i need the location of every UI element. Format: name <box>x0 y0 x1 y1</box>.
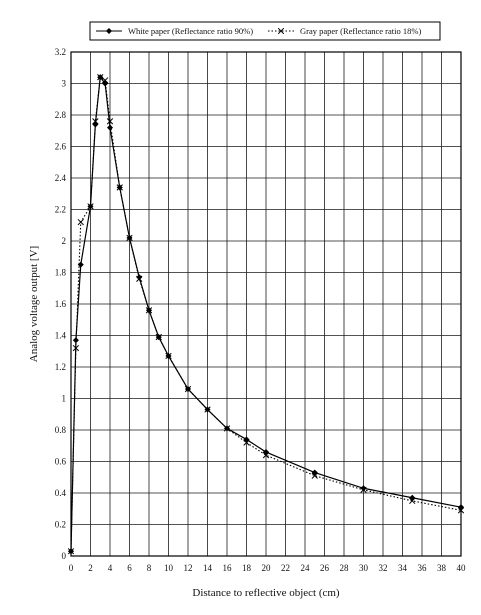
legend-box <box>89 21 441 41</box>
data-point-x <box>97 74 104 81</box>
data-point-x-stroke <box>145 307 153 314</box>
y-tick-label: 2.2 <box>55 205 66 215</box>
data-point-x <box>262 452 270 459</box>
x-tick-label: 28 <box>340 563 350 573</box>
legend-label: White paper (Reflectance ratio 90%) <box>128 26 253 36</box>
data-point-x <box>72 344 80 352</box>
x-tick-label: 26 <box>320 563 330 573</box>
x-tick-label: 36 <box>418 563 428 573</box>
data-point-x <box>87 203 94 210</box>
data-point-x-stroke <box>360 486 367 494</box>
x-tick-label: 6 <box>127 563 132 573</box>
data-point-x-stroke <box>92 118 99 125</box>
data-point-x-stroke <box>106 118 114 125</box>
data-point-x-stroke <box>136 275 143 282</box>
y-tick-label: 0.2 <box>55 520 66 530</box>
x-tick-label: 34 <box>398 563 408 573</box>
data-point-x-stroke <box>77 218 84 226</box>
y-tick-labels: 0 0.2 0.4 0.6 0.8 1 1.2 1.4 1.6 1.8 2 2.2 2.4 2.6 2.8 3… <box>55 47 67 561</box>
y-tick-label: 0.4 <box>55 488 67 498</box>
data-point-x-stroke <box>116 184 123 191</box>
x-tick-label: 18 <box>242 563 252 573</box>
x-tick-label: 14 <box>203 563 213 573</box>
series-2 <box>67 74 465 555</box>
data-point-x-stroke <box>155 333 162 341</box>
data-point-x-stroke <box>165 352 172 360</box>
y-tick-label: 2 <box>62 236 67 246</box>
x-tick-label: 32 <box>379 563 388 573</box>
legend: White paper (Reflectance ratio 90%) Gray … <box>89 21 441 41</box>
x-tick-label: 38 <box>437 563 447 573</box>
x-tick-label: 30 <box>359 563 369 573</box>
data-point-x <box>184 385 192 393</box>
data-point-x <box>136 275 143 282</box>
x-axis-title: Distance to reflective object (cm) <box>192 587 340 599</box>
x-tick-label: 22 <box>281 563 290 573</box>
data-point-x-stroke <box>184 385 192 393</box>
data-point-x-stroke <box>126 234 133 242</box>
data-point-x <box>204 406 211 413</box>
legend-label: Gray paper (Reflectance ratio 18%) <box>300 26 421 36</box>
data-point-diamond <box>106 124 114 131</box>
plot-frame <box>70 51 462 557</box>
data-point-x-stroke <box>97 74 104 81</box>
legend-entry-2: Gray paper (Reflectance ratio 18%) <box>268 26 421 36</box>
y-tick-label: 1.6 <box>55 299 67 309</box>
y-tick-label: 1.2 <box>55 362 66 372</box>
data-point-x <box>243 439 250 446</box>
data-point-x-stroke <box>101 77 109 84</box>
y-tick-label: 3 <box>62 79 67 89</box>
data-point-x-stroke <box>204 406 211 413</box>
y-tick-label: 1.4 <box>55 331 67 341</box>
y-tick-label: 3.2 <box>55 47 66 57</box>
x-tick-label: 10 <box>164 563 174 573</box>
data-point-x <box>77 218 84 226</box>
y-tick-label: 2.4 <box>55 173 67 183</box>
x-tick-label: 2 <box>88 563 93 573</box>
data-point-x <box>360 486 367 494</box>
data-point-x <box>277 27 285 35</box>
data-point-diamond <box>360 485 367 492</box>
data-point-x <box>126 234 133 242</box>
y-tick-label: 0.8 <box>55 425 67 435</box>
data-point-x-stroke <box>311 472 318 479</box>
data-point-x <box>409 497 416 505</box>
y-axis-title: Analog voltage output [V] <box>28 246 40 362</box>
data-point-x <box>116 184 123 191</box>
x-tick-label: 0 <box>69 563 74 573</box>
x-tick-label: 40 <box>457 563 467 573</box>
data-point-x-stroke <box>262 452 270 459</box>
data-point-x <box>165 352 172 360</box>
x-tick-label: 8 <box>147 563 152 573</box>
y-tick-label: 1 <box>62 394 67 404</box>
x-tick-labels: 0 2 4 6 8 10 12 14 16 18 20 22 24 26 28 30 32 34 36 38 40 <box>69 563 466 573</box>
data-point-x <box>106 118 114 125</box>
x-tick-label: 4 <box>108 563 113 573</box>
legend-entry-1: White paper (Reflectance ratio 90%) <box>96 26 253 36</box>
y-tick-label: 1.8 <box>55 268 67 278</box>
data-point-x-stroke <box>72 344 80 352</box>
data-point-x <box>155 333 162 341</box>
data-point-x-stroke <box>409 497 416 505</box>
data-point-x <box>92 118 99 125</box>
grid <box>70 51 462 557</box>
data-point-diamond <box>105 27 113 35</box>
data-point-x <box>101 77 109 84</box>
x-tick-label: 20 <box>262 563 272 573</box>
x-tick-label: 12 <box>184 563 193 573</box>
data-point-x <box>145 307 153 314</box>
x-tick-label: 16 <box>223 563 233 573</box>
data-point-x-stroke <box>223 425 231 432</box>
data-point-x-stroke <box>277 27 285 35</box>
x-tick-label: 24 <box>301 563 311 573</box>
data-point-x-stroke <box>87 203 94 210</box>
y-tick-label: 0 <box>62 551 67 561</box>
data-point-x-stroke <box>243 439 250 446</box>
y-tick-label: 0.6 <box>55 457 67 467</box>
y-tick-label: 2.6 <box>55 142 67 152</box>
data-point-x <box>223 425 231 432</box>
data-point-x <box>311 472 318 479</box>
y-tick-label: 2.8 <box>55 110 67 120</box>
